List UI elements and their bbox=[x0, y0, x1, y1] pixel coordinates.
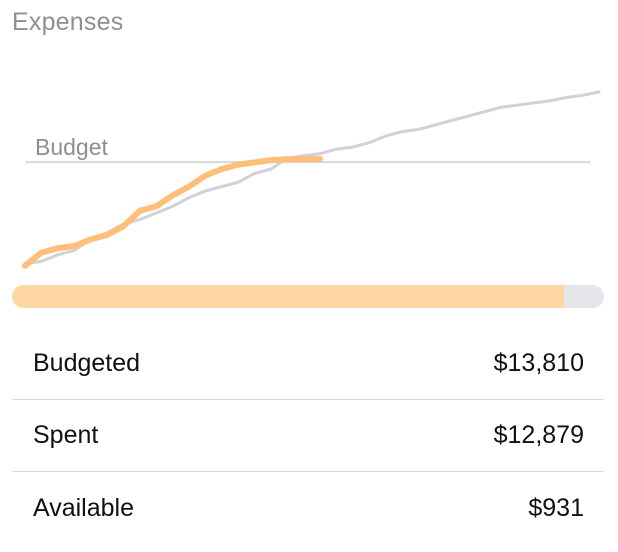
summary-row-spent: Spent $12,879 bbox=[12, 400, 604, 472]
summary-row-budgeted: Budgeted $13,810 bbox=[12, 328, 604, 400]
series-line-0 bbox=[23, 90, 601, 266]
spent-label: Spent bbox=[33, 421, 99, 449]
series-line-1 bbox=[22, 156, 324, 269]
available-label: Available bbox=[33, 493, 135, 522]
budgeted-value: $13,810 bbox=[493, 349, 584, 377]
budgeted-label: Budgeted bbox=[33, 349, 141, 377]
available-value: $931 bbox=[528, 493, 584, 522]
expenses-chart: Budget bbox=[22, 90, 601, 269]
spending-progress-bar bbox=[12, 285, 604, 308]
section-title: Expenses bbox=[12, 8, 124, 36]
spent-value: $12,879 bbox=[493, 421, 584, 449]
budget-summary-list: Budgeted $13,810 Spent $12,879 Available… bbox=[12, 328, 604, 544]
budget-label: Budget bbox=[35, 134, 109, 160]
summary-row-available: Available $931 bbox=[12, 472, 604, 544]
spending-progress-fill bbox=[12, 285, 564, 308]
